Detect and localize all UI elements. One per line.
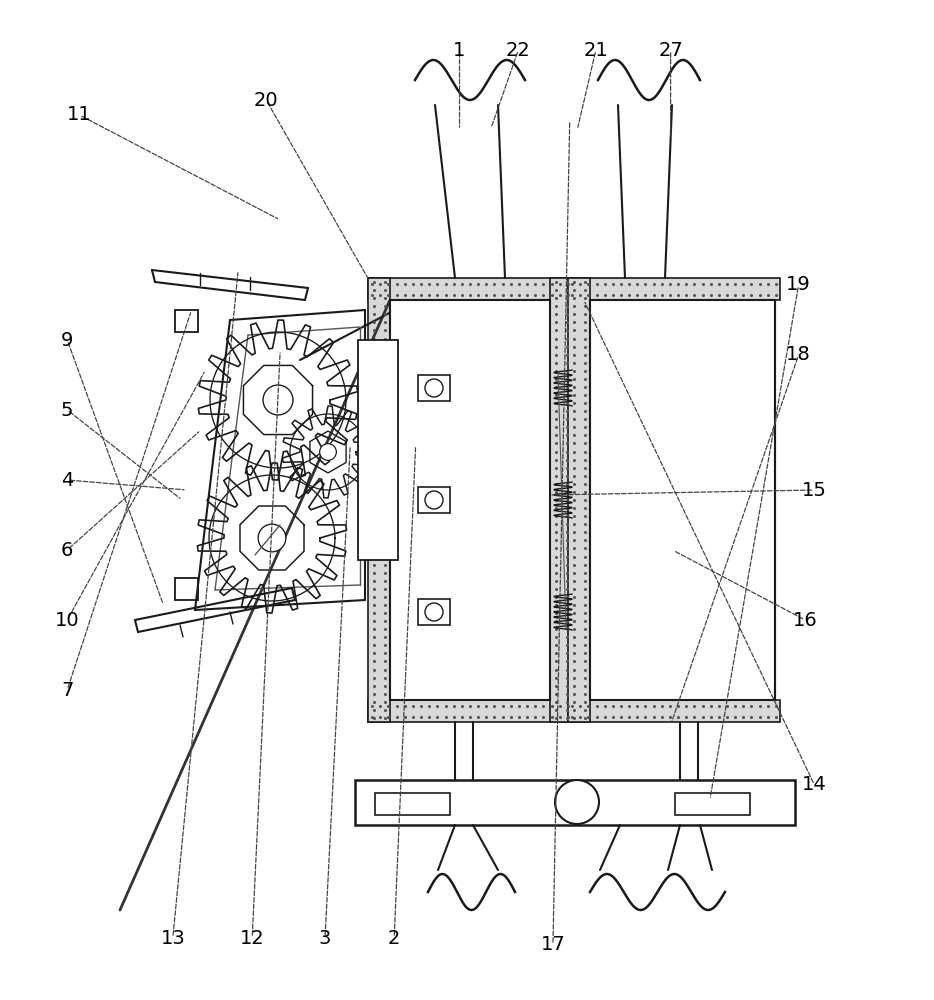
Bar [368,700,572,722]
Text: 18: 18 [786,346,811,364]
Text: 13: 13 [161,928,185,948]
Circle shape [425,603,443,621]
Text: 12: 12 [240,928,264,948]
Text: 19: 19 [786,275,811,294]
Bar [568,278,780,300]
Text: 15: 15 [802,481,827,499]
Text: 16: 16 [793,610,817,630]
Text: 21: 21 [584,40,608,60]
Text: 7: 7 [61,680,74,700]
Bar [418,375,450,401]
Text: 11: 11 [67,105,92,124]
Bar [368,278,390,722]
Bar [590,300,775,700]
Text: 2: 2 [388,928,401,948]
Text: 6: 6 [61,540,74,560]
Bar [550,278,572,722]
Bar [368,278,572,300]
Text: 27: 27 [658,40,683,60]
Circle shape [425,379,443,397]
Bar [358,340,398,560]
Text: 1: 1 [453,40,466,60]
Bar [418,599,450,625]
Bar [568,278,590,722]
Bar [375,793,450,815]
Bar [418,487,450,513]
Text: 10: 10 [55,610,79,630]
Text: 4: 4 [61,471,74,489]
Bar [568,700,780,722]
Text: 17: 17 [541,936,565,954]
Bar [675,793,750,815]
Text: 9: 9 [61,330,74,350]
Bar [390,300,550,700]
Text: 22: 22 [506,40,531,60]
Text: 3: 3 [318,928,332,948]
Circle shape [258,524,286,552]
Text: 14: 14 [802,776,827,794]
Text: 20: 20 [254,91,278,109]
Circle shape [555,780,599,824]
Text: 5: 5 [61,400,74,420]
Circle shape [263,385,293,415]
Circle shape [425,491,443,509]
Circle shape [319,444,336,460]
Bar [355,780,795,825]
